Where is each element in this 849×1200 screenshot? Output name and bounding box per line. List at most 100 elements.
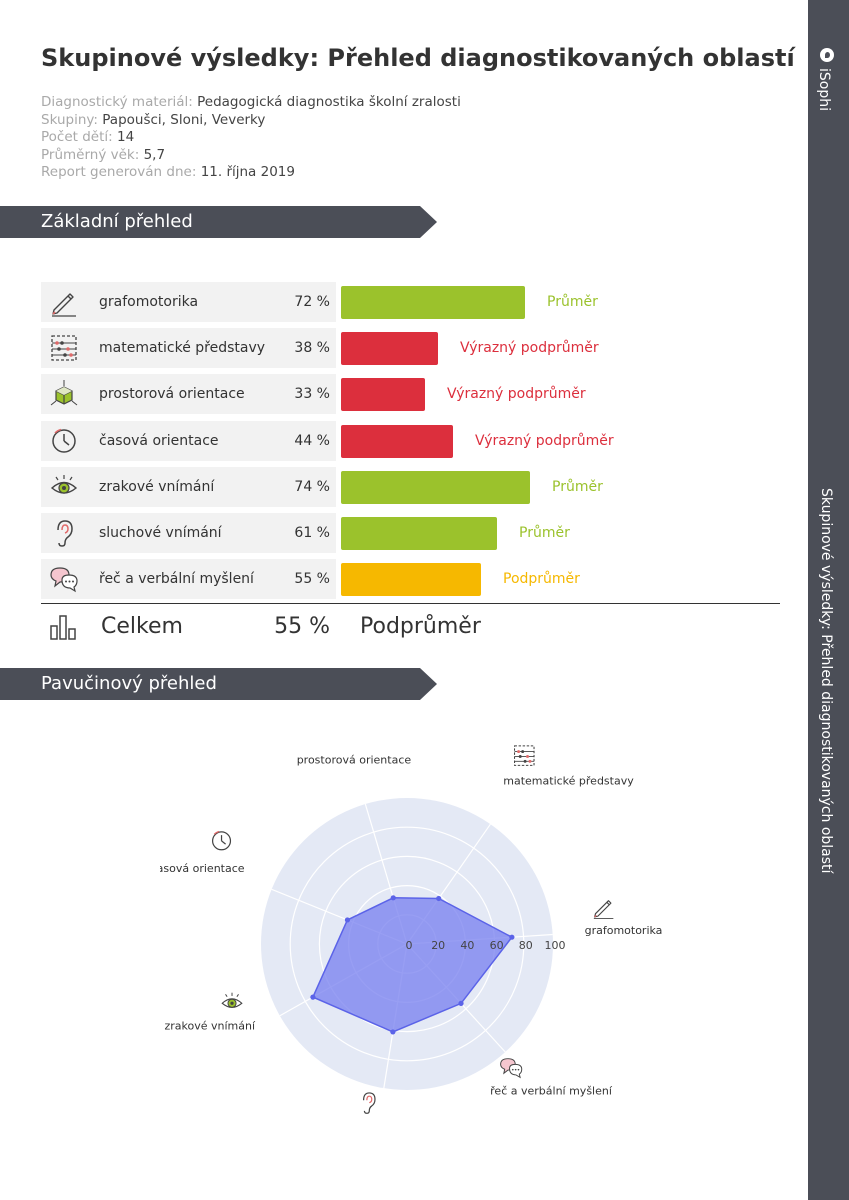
report-meta: Diagnostický materiál: Pedagogická diagn… xyxy=(41,94,461,182)
meta-value: 5,7 xyxy=(143,146,166,163)
radar-grid-ring xyxy=(289,826,525,1062)
radar-point xyxy=(458,1000,464,1006)
table-row xyxy=(41,559,336,599)
ear-icon xyxy=(48,517,80,549)
radar-point xyxy=(509,934,515,940)
total-percentage: 55 % xyxy=(274,614,330,639)
meta-report-date: Report generován dne: 11. října 2019 xyxy=(41,164,461,182)
table-row xyxy=(41,421,336,461)
section-title: Pavučinový přehled xyxy=(41,673,217,694)
row-rating: Výrazný podprůměr xyxy=(475,433,614,449)
eye-icon xyxy=(48,471,80,503)
radar-point xyxy=(344,917,351,923)
radar-point xyxy=(390,1029,396,1035)
meta-value: Papoušci, Sloni, Veverky xyxy=(102,111,266,128)
ear-icon xyxy=(364,1093,375,1113)
row-percentage: 74 % xyxy=(294,479,330,495)
row-percentage: 38 % xyxy=(294,340,330,356)
meta-label: Průměrný věk: xyxy=(41,146,140,163)
row-label: řeč a verbální myšlení xyxy=(99,571,254,587)
radar-axis-label: grafomotorika xyxy=(585,924,663,937)
clock-icon xyxy=(48,425,80,457)
radar-tick-label: 20 xyxy=(431,939,445,952)
radar-tick-label: 40 xyxy=(460,939,474,952)
page-title: Skupinové výsledky: Přehled diagnostikov… xyxy=(41,44,795,72)
score-bar xyxy=(341,517,497,550)
row-percentage: 72 % xyxy=(294,294,330,310)
row-percentage: 61 % xyxy=(294,525,330,541)
score-bar xyxy=(341,332,438,365)
meta-value: 11. října 2019 xyxy=(200,164,295,180)
brand-logo: iSophi xyxy=(812,48,844,128)
meta-value: 14 xyxy=(117,129,135,145)
row-percentage: 55 % xyxy=(294,571,330,587)
row-label: matematické představy xyxy=(99,340,266,356)
radar-tick-label: 0 xyxy=(406,939,413,952)
meta-groups: Skupiny: Papoušci, Sloni, Veverky xyxy=(41,112,461,130)
row-percentage: 44 % xyxy=(294,433,330,449)
total-rating: Podprůměr xyxy=(360,614,481,639)
radar-tick-label: 60 xyxy=(490,939,504,952)
table-row xyxy=(41,374,336,414)
pencil-icon xyxy=(48,286,80,318)
row-label: grafomotorika xyxy=(99,294,199,310)
row-rating: Průměr xyxy=(547,294,598,310)
row-label: časová orientace xyxy=(99,433,219,449)
score-bar xyxy=(341,425,453,458)
radar-axis-label: časová orientace xyxy=(160,862,245,875)
radar-tick-label: 100 xyxy=(545,939,566,952)
meta-material: Diagnostický materiál: Pedagogická diagn… xyxy=(41,94,461,112)
eye-icon xyxy=(222,993,242,1008)
meta-children-count: Počet dětí: 14 xyxy=(41,129,461,147)
row-rating: Podprůměr xyxy=(503,571,580,587)
clock-icon xyxy=(213,832,231,850)
radar-point xyxy=(390,895,396,901)
speech-bubbles-icon xyxy=(48,563,80,595)
score-bar xyxy=(341,286,525,319)
speech-bubbles-icon xyxy=(501,1059,522,1078)
section-banner-radar: Pavučinový přehled xyxy=(0,668,437,700)
total-label: Celkem xyxy=(101,614,183,639)
row-rating: Průměr xyxy=(552,479,603,495)
radar-axis-label: řeč a verbální myšlení xyxy=(490,1085,613,1098)
row-label: sluchové vnímání xyxy=(99,525,222,541)
section-title: Základní přehled xyxy=(41,211,193,232)
side-strip xyxy=(808,0,849,1200)
meta-value: Pedagogická diagnostika školní zralosti xyxy=(197,94,461,110)
cube-icon xyxy=(48,378,80,410)
meta-label: Skupiny: xyxy=(41,111,98,128)
table-row xyxy=(41,328,336,368)
meta-label: Diagnostický materiál: xyxy=(41,94,193,110)
radar-point xyxy=(436,895,442,902)
bar-chart-icon xyxy=(50,615,76,640)
score-bar xyxy=(341,471,530,504)
row-label: zrakové vnímání xyxy=(99,479,215,495)
radar-axis-label: prostorová orientace xyxy=(297,754,412,767)
radar-series-area xyxy=(311,897,514,1033)
row-label: prostorová orientace xyxy=(99,386,245,402)
total-divider xyxy=(41,603,780,604)
abacus-icon xyxy=(48,332,80,364)
radar-axis-label: zrakové vnímání xyxy=(164,1019,255,1032)
table-row xyxy=(41,467,336,507)
radar-chart: 0 20 40 60 80 100 grafomotorika matematické pře… xyxy=(160,740,663,1120)
section-banner-basic: Základní přehled xyxy=(0,206,437,238)
meta-label: Počet dětí: xyxy=(41,129,113,145)
table-row xyxy=(41,282,336,322)
row-rating: Výrazný podprůměr xyxy=(460,340,599,356)
side-title: Skupinové výsledky: Přehled diagnostikov… xyxy=(818,488,834,874)
radar-tick-label: 80 xyxy=(519,939,533,952)
brand-name: iSophi xyxy=(816,68,832,111)
row-rating: Výrazný podprůměr xyxy=(447,386,586,402)
score-bar xyxy=(341,563,481,596)
abacus-icon xyxy=(515,746,535,766)
row-rating: Průměr xyxy=(519,525,570,541)
score-bar xyxy=(341,378,425,411)
table-row xyxy=(41,513,336,553)
radar-axis-label: matematické představy xyxy=(503,775,634,788)
meta-label: Report generován dne: xyxy=(41,164,197,180)
logo-dot xyxy=(825,52,830,58)
pencil-icon xyxy=(594,901,614,919)
radar-point xyxy=(310,994,316,1000)
row-percentage: 33 % xyxy=(294,386,330,402)
